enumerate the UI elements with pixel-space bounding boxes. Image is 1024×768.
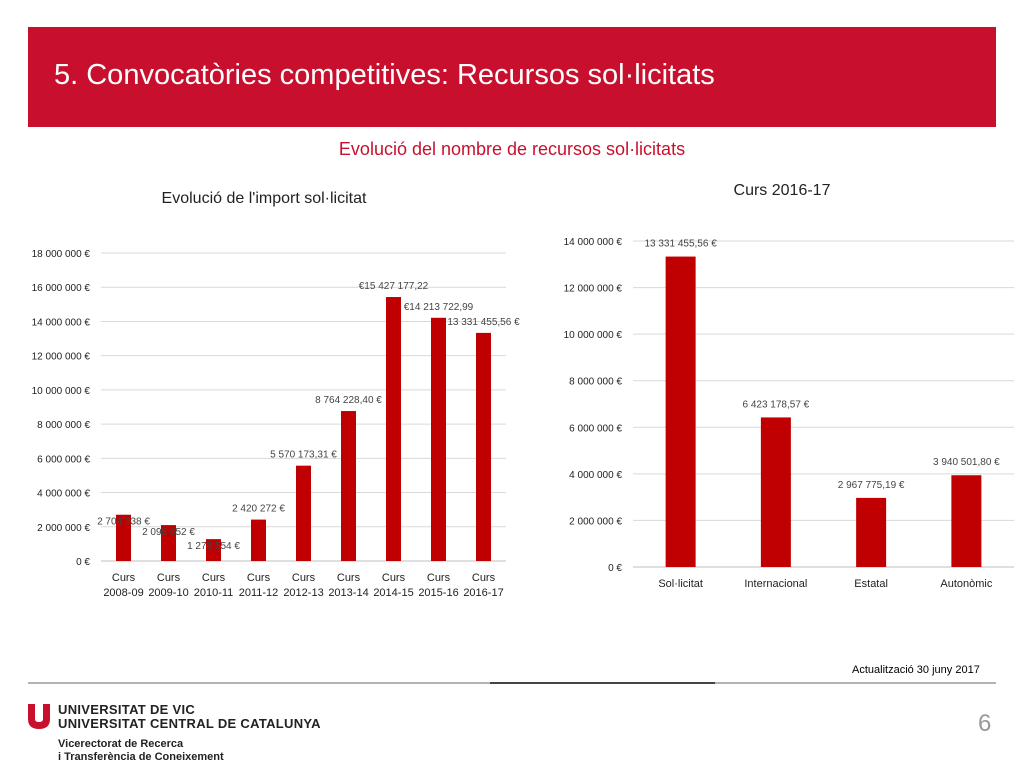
x-category-label: 2016-17 <box>463 587 503 599</box>
x-category-label: 2011-12 <box>239 587 279 599</box>
chart2-plot: 0 € 2 000 000 € 4 000 000 € 6 000 000 € 8 00… <box>564 237 1014 590</box>
data-label: 2 098 652 € <box>142 527 195 538</box>
data-label: 2 420 272 € <box>232 504 285 515</box>
footer-rule-accent <box>490 682 715 684</box>
y-tick-label: 12 000 000 € <box>32 352 91 363</box>
y-tick-label: 8 000 000 € <box>37 420 90 431</box>
bar <box>296 465 311 561</box>
x-category-label: 2012-13 <box>283 587 323 599</box>
chart1-plot: 0 € 2 000 000 € 4 000 000 € 6 000 000 € 8 00… <box>32 249 520 599</box>
vicerectorat-line-2: i Transferència de Coneixement <box>58 751 224 763</box>
data-label: 5 570 173,31 € <box>270 450 337 461</box>
x-category-label: Curs <box>292 572 316 584</box>
y-tick-label: 2 000 000 € <box>37 523 90 534</box>
data-label: 13 331 455,56 € <box>644 239 717 250</box>
y-tick-label: 0 € <box>608 563 622 574</box>
y-tick-label: 14 000 000 € <box>564 237 623 248</box>
y-tick-label: 10 000 000 € <box>564 330 623 341</box>
data-label: 3 940 501,80 € <box>933 457 1000 468</box>
y-tick-label: 4 000 000 € <box>569 470 622 481</box>
x-category-label: Curs <box>382 572 406 584</box>
university-name-1: UNIVERSITAT DE VIC <box>58 702 196 717</box>
data-label: 2 967 775,19 € <box>838 480 905 491</box>
y-tick-label: 16 000 000 € <box>32 283 91 294</box>
x-category-label: Curs <box>202 572 226 584</box>
x-category-label: 2013-14 <box>328 587 368 599</box>
data-label: €15 427 177,22 <box>359 281 429 292</box>
page-number: 6 <box>978 710 992 737</box>
y-tick-label: 12 000 000 € <box>564 284 623 295</box>
x-category-label: Curs <box>157 572 181 584</box>
y-tick-label: 14 000 000 € <box>32 317 91 328</box>
bar <box>431 317 446 561</box>
vicerectorat-line-1: Vicerectorat de Recerca <box>58 738 184 750</box>
y-tick-label: 8 000 000 € <box>569 377 622 388</box>
charts-canvas: Evolució de l'import sol·licitat Curs 20… <box>32 182 1014 599</box>
bar <box>206 539 221 561</box>
chart1-title: Evolució de l'import sol·licitat <box>162 190 367 207</box>
data-label: 8 764 228,40 € <box>315 395 382 406</box>
bar <box>161 525 176 561</box>
x-category-label: 2010-11 <box>194 587 234 599</box>
y-tick-label: 6 000 000 € <box>569 423 622 434</box>
y-tick-label: 0 € <box>76 557 90 568</box>
chart2-title: Curs 2016-17 <box>734 182 831 199</box>
bar <box>116 514 131 561</box>
bar <box>760 417 791 567</box>
y-tick-label: 4 000 000 € <box>37 489 90 500</box>
x-category-label: Internacional <box>744 578 807 590</box>
x-category-label: Autonòmic <box>940 578 992 590</box>
data-label: 13 331 455,56 € <box>447 317 520 328</box>
y-tick-label: 6 000 000 € <box>37 454 90 465</box>
bar <box>386 297 401 561</box>
x-category-label: 2009-10 <box>148 587 188 599</box>
bar <box>856 497 887 567</box>
update-note: Actualització 30 juny 2017 <box>852 664 980 676</box>
data-label: €14 213 722,99 <box>404 302 474 313</box>
data-label: 6 423 178,57 € <box>743 399 810 410</box>
x-category-label: Sol·licitat <box>658 578 703 590</box>
bar <box>665 256 696 567</box>
x-category-label: Estatal <box>854 578 888 590</box>
university-name-2: UNIVERSITAT CENTRAL DE CATALUNYA <box>58 716 321 731</box>
bar <box>476 332 491 561</box>
page-subtitle: Evolució del nombre de recursos sol·lici… <box>338 139 686 159</box>
x-category-label: Curs <box>112 572 136 584</box>
x-category-label: Curs <box>427 572 451 584</box>
y-tick-label: 2 000 000 € <box>569 516 622 527</box>
title-bar: 5. Convocatòries competitives: Recursos … <box>28 27 996 127</box>
x-category-label: Curs <box>337 572 361 584</box>
data-label: 1 278 554 € <box>187 541 240 552</box>
bar <box>341 411 356 561</box>
x-category-label: Curs <box>472 572 496 584</box>
x-category-label: 2015-16 <box>418 587 458 599</box>
university-logo-icon <box>28 704 50 729</box>
data-label: 2 704 338 € <box>97 517 150 528</box>
y-tick-label: 18 000 000 € <box>32 249 91 260</box>
bar <box>251 519 266 561</box>
x-category-label: 2014-15 <box>373 587 413 599</box>
x-category-label: 2008-09 <box>103 587 143 599</box>
bar <box>951 475 982 567</box>
page-title: 5. Convocatòries competitives: Recursos … <box>54 59 715 91</box>
x-category-label: Curs <box>247 572 271 584</box>
y-tick-label: 10 000 000 € <box>32 386 91 397</box>
